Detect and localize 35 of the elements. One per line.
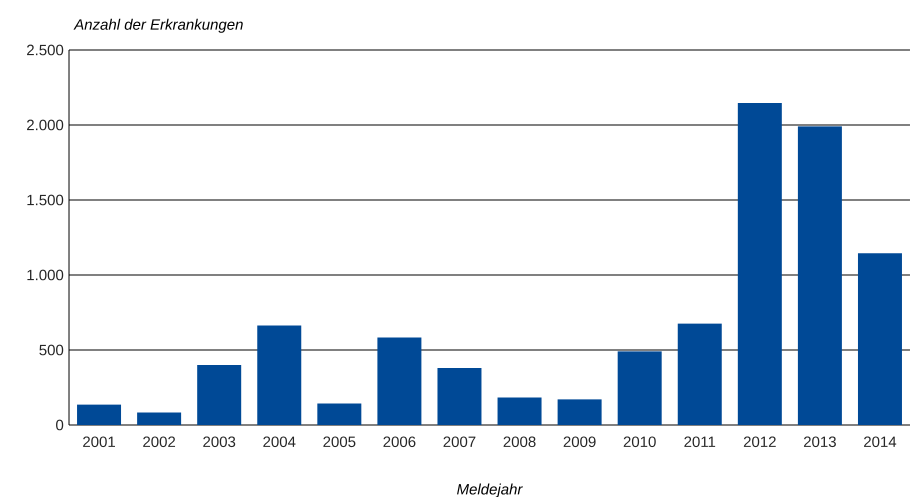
y-tick-label: 1.500 — [27, 194, 64, 206]
x-tick-label: 2003 — [203, 436, 236, 448]
bar — [377, 338, 422, 425]
y-tick-label: 2.500 — [27, 44, 64, 56]
x-tick-label: 2002 — [143, 436, 176, 448]
y-tick-label: 0 — [56, 420, 64, 430]
x-tick-label: 2004 — [263, 436, 296, 448]
bar — [498, 398, 542, 425]
x-tick-label: 2007 — [444, 436, 476, 448]
x-tick-label: 2012 — [744, 436, 776, 448]
x-tick-label: 2008 — [504, 436, 536, 448]
x-tick-label: 2006 — [383, 436, 416, 448]
bar — [137, 412, 182, 425]
x-tick-label: 2005 — [323, 436, 356, 448]
bar — [77, 404, 122, 425]
y-axis-title: Anzahl der Erkrankungen — [73, 18, 243, 33]
bar — [618, 351, 662, 425]
x-tick-label: 2001 — [83, 436, 115, 448]
bar — [317, 404, 362, 425]
bar — [858, 253, 902, 425]
bar — [197, 364, 242, 425]
x-tick-label: 2010 — [624, 436, 656, 448]
x-tick-label: 2011 — [684, 436, 716, 448]
bar — [437, 368, 482, 425]
bar — [678, 324, 722, 425]
x-tick-label: 2013 — [804, 436, 836, 448]
bar — [738, 102, 782, 425]
x-tick-label: 2014 — [864, 436, 896, 448]
y-tick-label: 1.000 — [27, 270, 64, 280]
bar — [558, 399, 602, 425]
y-tick-label: 500 — [39, 344, 64, 356]
bar — [257, 326, 302, 425]
x-tick-label: 2009 — [564, 436, 596, 448]
bar — [798, 126, 842, 425]
y-tick-label: 2.000 — [27, 120, 64, 130]
